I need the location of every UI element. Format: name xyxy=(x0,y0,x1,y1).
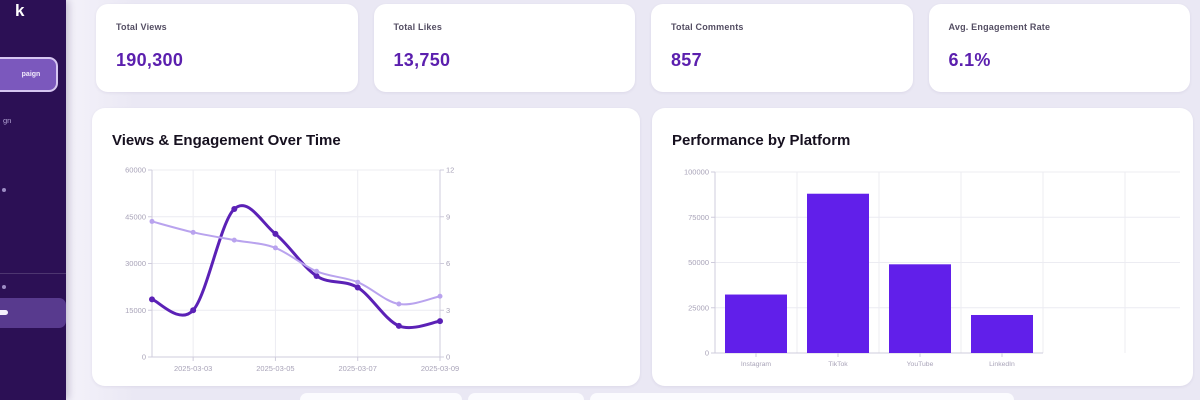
sidebar-item-icon[interactable] xyxy=(2,285,6,289)
new-campaign-button[interactable]: paign xyxy=(0,57,58,92)
svg-text:12: 12 xyxy=(446,166,454,175)
svg-text:2025-03-03: 2025-03-03 xyxy=(174,364,212,373)
svg-text:9: 9 xyxy=(446,212,450,221)
sidebar-divider xyxy=(0,273,66,274)
bar-chart: 0 25000 50000 75000 100000 Instagram TikTok You… xyxy=(684,168,1180,368)
stat-label: Avg. Engagement Rate xyxy=(948,22,1051,32)
svg-text:Instagram: Instagram xyxy=(741,361,772,368)
platform-performance-chart-card: Performance by Platform 0 25000 50000 75000… xyxy=(652,108,1193,386)
svg-text:2025-03-05: 2025-03-05 xyxy=(256,364,294,373)
svg-text:TikTok: TikTok xyxy=(828,361,848,368)
stat-value: 13,750 xyxy=(393,50,451,70)
svg-text:100000: 100000 xyxy=(684,168,709,177)
svg-text:15000: 15000 xyxy=(125,306,146,315)
svg-text:6: 6 xyxy=(446,259,450,268)
chart-title: Views & Engagement Over Time xyxy=(112,132,341,149)
dashboard-main: Total Views 190,300 Total Likes 13,750 T… xyxy=(66,0,1200,400)
next-row-card-peek xyxy=(468,393,584,400)
stat-label: Total Views xyxy=(116,22,167,32)
stat-card-engagement-rate: Avg. Engagement Rate 6.1% xyxy=(928,4,1190,92)
stat-label: Total Likes xyxy=(393,22,443,32)
svg-text:75000: 75000 xyxy=(688,213,709,222)
stat-card-total-comments: Total Comments 857 xyxy=(651,4,913,92)
svg-text:45000: 45000 xyxy=(125,212,146,221)
svg-text:2025-03-07: 2025-03-07 xyxy=(339,364,377,373)
stat-value: 190,300 xyxy=(116,50,184,70)
svg-text:50000: 50000 xyxy=(688,258,709,267)
stat-card-total-views: Total Views 190,300 xyxy=(96,4,358,92)
stat-card-total-likes: Total Likes 13,750 xyxy=(373,4,635,92)
views-engagement-chart-card: Views & Engagement Over Time 0 15000 30000… xyxy=(92,108,640,386)
svg-text:3: 3 xyxy=(446,306,450,315)
chart-title: Performance by Platform xyxy=(672,132,851,149)
selected-item-label-fragment xyxy=(0,310,8,315)
sidebar: k paign gn xyxy=(0,0,66,400)
svg-text:YouTube: YouTube xyxy=(907,361,934,368)
stats-row: Total Views 190,300 Total Likes 13,750 T… xyxy=(96,4,1190,92)
sidebar-item-icon[interactable] xyxy=(2,188,6,192)
sidebar-item-selected[interactable] xyxy=(0,298,66,328)
svg-text:30000: 30000 xyxy=(125,259,146,268)
svg-text:0: 0 xyxy=(142,353,146,362)
line-chart: 0 15000 30000 45000 60000 0 3 6 9 12 2025-03-03 202… xyxy=(125,166,459,374)
svg-text:0: 0 xyxy=(446,353,450,362)
stat-value: 6.1% xyxy=(948,50,991,70)
svg-text:60000: 60000 xyxy=(125,166,146,175)
sidebar-item-campaigns[interactable]: gn xyxy=(3,116,12,125)
svg-text:0: 0 xyxy=(705,349,709,358)
app-logo: k xyxy=(15,1,25,20)
next-row-card-peek xyxy=(300,393,462,400)
stat-value: 857 xyxy=(671,50,702,70)
next-row-card-peek xyxy=(590,393,1014,400)
svg-text:2025-03-09: 2025-03-09 xyxy=(421,364,459,373)
stat-label: Total Comments xyxy=(671,22,744,32)
svg-text:LinkedIn: LinkedIn xyxy=(989,361,1015,368)
svg-text:25000: 25000 xyxy=(688,303,709,312)
